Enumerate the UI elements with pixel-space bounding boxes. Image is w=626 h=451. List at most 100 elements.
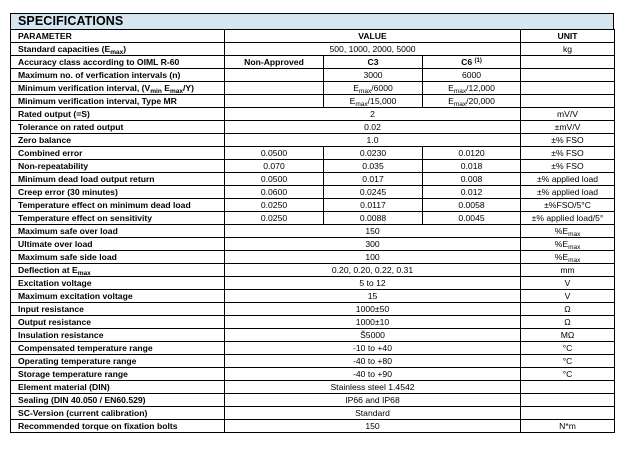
text-segment: ): [123, 44, 127, 54]
value-cell: 0.02: [223, 120, 522, 134]
text-segment: Rated output (=S): [18, 109, 90, 119]
text-segment: -40 to +90: [353, 369, 392, 379]
text-segment: 1.0: [366, 135, 379, 145]
specifications-table-container: SPECIFICATIONS PARAMETER VALUE UNIT Stan…: [10, 13, 616, 433]
parameter-cell: Excitation voltage: [10, 276, 225, 290]
text-segment: °C: [562, 356, 573, 366]
value-cell-non-approved: 0.0250: [224, 198, 324, 212]
text-segment: Creep error (30 minutes): [18, 187, 118, 197]
parameter-cell: Combined error: [10, 146, 225, 160]
value-cell-c6: C6 (1): [421, 55, 522, 69]
text-segment: max: [169, 88, 183, 95]
text-segment: °C: [562, 343, 573, 353]
table-row: Non-repeatability 0.070 0.035 0.018 ±% FSO: [10, 159, 616, 173]
parameter-cell: Recommended torque on fixation bolts: [10, 419, 225, 433]
unit-cell: ±% applied load: [520, 172, 616, 186]
text-segment: Compensated temperature range: [18, 343, 153, 353]
value-cell-c3: C3: [323, 55, 423, 69]
unit-cell: °C: [520, 354, 616, 368]
text-segment: V: [564, 291, 571, 301]
text-segment: Zero balance: [18, 135, 72, 145]
text-segment: mV/V: [557, 109, 579, 119]
unit-cell: MΩ: [520, 328, 616, 342]
text-segment: Minimum verification interval, Type MR: [18, 96, 177, 106]
parameter-cell: Deflection at Emax: [10, 263, 225, 277]
value-cell-c3: Emax/6000: [323, 81, 423, 95]
value-cell: 300: [223, 237, 522, 251]
value-cell-non-approved: [224, 68, 324, 82]
text-segment: Ultimate over load: [18, 239, 93, 249]
unit-cell: Ω: [520, 315, 616, 329]
text-segment: ±% applied load/5°: [531, 213, 604, 223]
text-segment: Ω: [564, 304, 571, 314]
unit-cell: kg: [520, 42, 616, 56]
text-segment: 0.0600: [260, 187, 288, 197]
text-segment: /12,000: [466, 83, 495, 93]
unit-cell: [520, 81, 616, 95]
text-segment: Sealing (DIN 40.050 / EN60.529): [18, 395, 146, 405]
value-cell-c6: 0.0045: [421, 211, 522, 225]
text-segment: Storage temperature range: [18, 369, 128, 379]
value-cell: Stainless steel 1.4542: [223, 380, 522, 394]
unit-cell: ±% applied load/5°: [520, 211, 616, 225]
table-row: Minimum verification interval, Type MR Em…: [10, 94, 616, 108]
value-cell-c3: 0.0230: [323, 146, 423, 160]
value-cell: 15: [223, 289, 522, 303]
text-segment: 0.0120: [458, 148, 485, 158]
text-segment: Maximum safe side load: [18, 252, 117, 262]
text-segment: max: [568, 231, 581, 238]
table-row: Temperature effect on sensitivity 0.0250 0…: [10, 211, 616, 225]
unit-cell: [520, 55, 616, 69]
unit-cell: mV/V: [520, 107, 616, 121]
parameter-cell: Rated output (=S): [10, 107, 225, 121]
text-segment: Standard capacities (E: [18, 44, 111, 54]
text-segment: ±% FSO: [551, 161, 584, 171]
text-segment: Non-repeatability: [18, 161, 89, 171]
unit-cell: Ω: [520, 302, 616, 316]
value-cell-c6: Emax/20,000: [421, 94, 522, 108]
table-row: Recommended torque on fixation bolts 150 N…: [10, 419, 616, 433]
value-cell-non-approved: 0.0500: [224, 146, 324, 160]
value-cell-non-approved: 0.070: [224, 159, 324, 173]
parameter-cell: Maximum no. of verfication intervals (n): [10, 68, 225, 82]
text-segment: Output resistance: [18, 317, 92, 327]
unit-cell: N*m: [520, 419, 616, 433]
value-cell-c6: 6000: [421, 68, 522, 82]
text-segment: MΩ: [560, 330, 575, 340]
value-cell-c3: 0.017: [323, 172, 423, 186]
unit-cell: [520, 380, 616, 394]
table-row: Standard capacities (Emax) 500, 1000, 200…: [10, 42, 616, 56]
text-segment: Input resistance: [18, 304, 84, 314]
table-row: Minimum dead load output return 0.0500 0.0…: [10, 172, 616, 186]
text-segment: E: [161, 83, 170, 93]
unit-cell: mm: [520, 263, 616, 277]
table-row: Element material (DIN) Stainless steel 1.…: [10, 380, 616, 394]
parameter-cell: Sealing (DIN 40.050 / EN60.529): [10, 393, 225, 407]
value-cell-non-approved: 0.0600: [224, 185, 324, 199]
text-segment: 0.0045: [458, 213, 485, 223]
text-segment: Temperature effect on sensitivity: [18, 213, 153, 223]
value-cell: 1000±10: [223, 315, 522, 329]
value-cell-non-approved: 0.0500: [224, 172, 324, 186]
text-segment: 0.0500: [260, 148, 288, 158]
text-segment: 3000: [363, 70, 383, 80]
table-row: SC-Version (current calibration) Standard: [10, 406, 616, 420]
value-cell-non-approved: [224, 94, 324, 108]
specifications-table: PARAMETER VALUE UNIT Standard capacities…: [10, 29, 616, 433]
parameter-cell: Non-repeatability: [10, 159, 225, 173]
unit-cell: %Emax: [520, 250, 616, 264]
value-cell-c3: 0.035: [323, 159, 423, 173]
text-segment: SC-Version (current calibration): [18, 408, 148, 418]
header-unit: UNIT: [520, 29, 616, 43]
text-segment: -10 to +40: [353, 343, 392, 353]
unit-cell: °C: [520, 341, 616, 355]
parameter-cell: Maximum safe side load: [10, 250, 225, 264]
table-row: Deflection at Emax 0.20, 0.20, 0.22, 0.31…: [10, 263, 616, 277]
value-cell: -40 to +90: [223, 367, 522, 381]
text-segment: Non-Approved: [244, 57, 304, 67]
text-segment: 0.0117: [360, 200, 386, 210]
value-cell-non-approved: 0.0250: [224, 211, 324, 225]
text-segment: Ω: [564, 317, 571, 327]
table-row: Zero balance 1.0 ±% FSO: [10, 133, 616, 147]
parameter-cell: Tolerance on rated output: [10, 120, 225, 134]
